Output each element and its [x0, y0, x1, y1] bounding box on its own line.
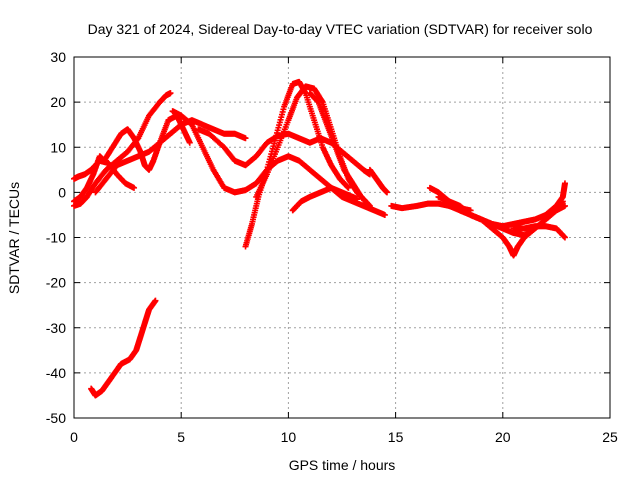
data-point	[134, 136, 141, 143]
data-point	[561, 180, 568, 187]
data-point	[561, 234, 568, 241]
x-tick-label: 0	[70, 429, 78, 445]
data-point	[152, 297, 159, 304]
x-axis-label: GPS time / hours	[289, 457, 396, 473]
data-point	[561, 202, 568, 209]
y-tick-label: -20	[46, 275, 66, 291]
data-point	[366, 202, 373, 209]
data-point	[167, 90, 174, 97]
y-tick-label: -50	[46, 410, 66, 426]
data-point	[384, 189, 391, 196]
data-point	[131, 184, 138, 191]
x-tick-label: 20	[495, 429, 511, 445]
series-track-k	[366, 166, 391, 196]
series-track-i	[289, 184, 361, 214]
y-tick-label: -30	[46, 320, 66, 336]
series-track-o	[446, 180, 568, 230]
chart-title: Day 321 of 2024, Sidereal Day-to-day VTE…	[88, 21, 593, 37]
y-tick-label: -10	[46, 230, 66, 246]
y-tick-label: 20	[50, 94, 66, 110]
series-track-q	[88, 297, 159, 399]
series-track-j	[306, 90, 373, 209]
x-tick-label: 15	[388, 429, 404, 445]
series-track-p	[510, 223, 568, 241]
data-point	[345, 184, 352, 191]
series-track-c	[71, 90, 174, 209]
x-tick-label: 10	[281, 429, 297, 445]
data-point	[242, 135, 249, 142]
x-tick-label: 25	[602, 429, 618, 445]
y-axis-label: SDTVAR / TECUs	[6, 182, 22, 294]
data-point	[186, 139, 193, 146]
y-tick-label: 0	[58, 184, 66, 200]
series-track-d	[92, 117, 249, 196]
x-tick-label: 5	[177, 429, 185, 445]
y-tick-label: 30	[50, 49, 66, 65]
axis-ticks: 0 5 10 15 20 25 -50 -40 -30 -20 -10 0 10 20 30	[46, 49, 618, 445]
data-layer	[71, 78, 568, 399]
y-tick-label: 10	[50, 139, 66, 155]
data-point	[381, 211, 388, 218]
data-point	[354, 196, 361, 203]
y-tick-label: -40	[46, 365, 66, 381]
